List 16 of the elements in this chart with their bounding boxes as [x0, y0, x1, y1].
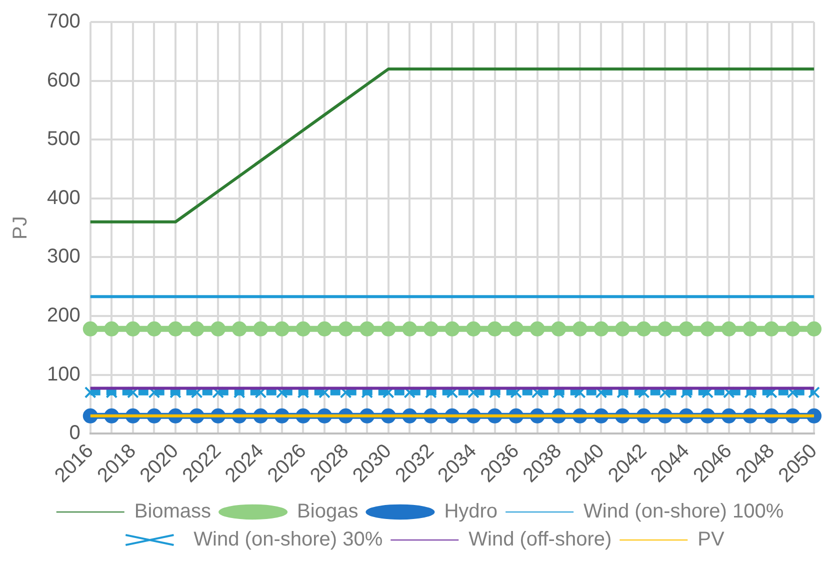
legend-label: Wind (off-shore) [468, 528, 612, 551]
y-tick-label: 200 [46, 304, 80, 326]
y-tick-label: 500 [46, 128, 80, 150]
y-tick-label: 0 [69, 422, 80, 444]
y-tick-label: 700 [46, 10, 80, 33]
legend-label: Hydro [444, 500, 498, 523]
y-axis-title: PJ [10, 216, 32, 240]
y-tick-label: 600 [46, 69, 80, 92]
legend-label: Wind (on-shore) 30% [194, 528, 383, 551]
legend-label: Wind (on-shore) 100% [584, 500, 784, 523]
legend-label: Biogas [297, 500, 358, 523]
y-tick-label: 400 [46, 186, 80, 209]
y-tick-label: 100 [46, 363, 80, 386]
legend-label: Biomass [134, 500, 212, 523]
legend-label: PV [698, 528, 725, 551]
y-tick-label: 300 [46, 246, 80, 268]
